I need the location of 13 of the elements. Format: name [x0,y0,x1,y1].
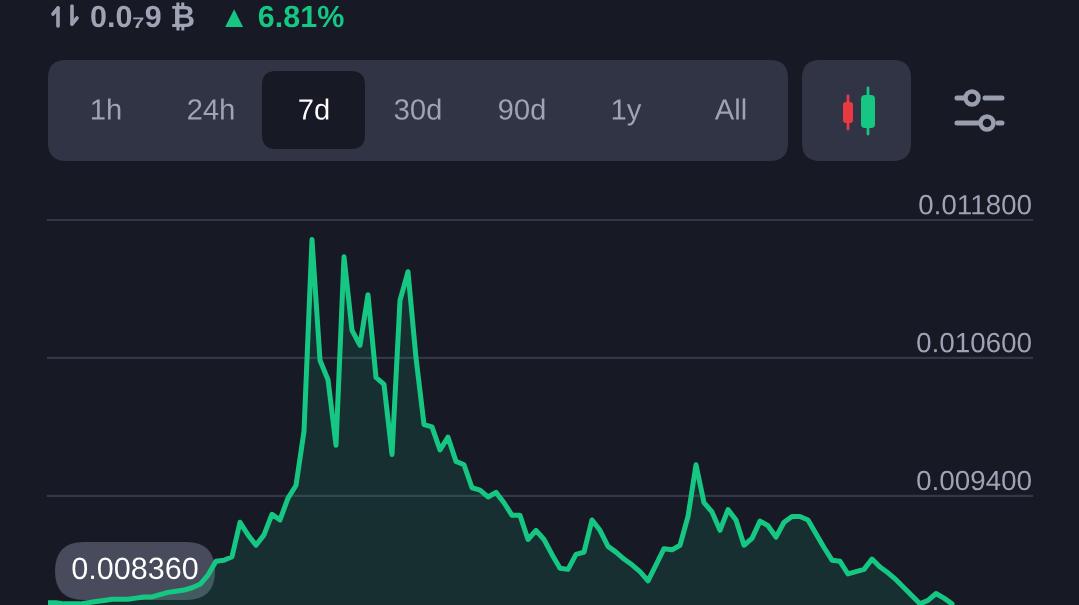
text: 90d [499,98,545,120]
y-tick-label: 0.009400 [917,470,1031,491]
text: 7d [299,98,329,120]
annotation: 0.008360 [72,557,198,580]
text: ▲ 6.81% [225,5,344,28]
y-tick-label: 0.011800 [919,194,1031,215]
text: 0.0₇9 ₿ [91,2,194,31]
text: All [714,98,746,120]
text: 24h [188,98,234,120]
y-tick-label: 0.010600 [917,332,1031,353]
text: 30d [394,98,441,120]
text: 1y [612,99,642,126]
text: 1h [92,98,121,120]
